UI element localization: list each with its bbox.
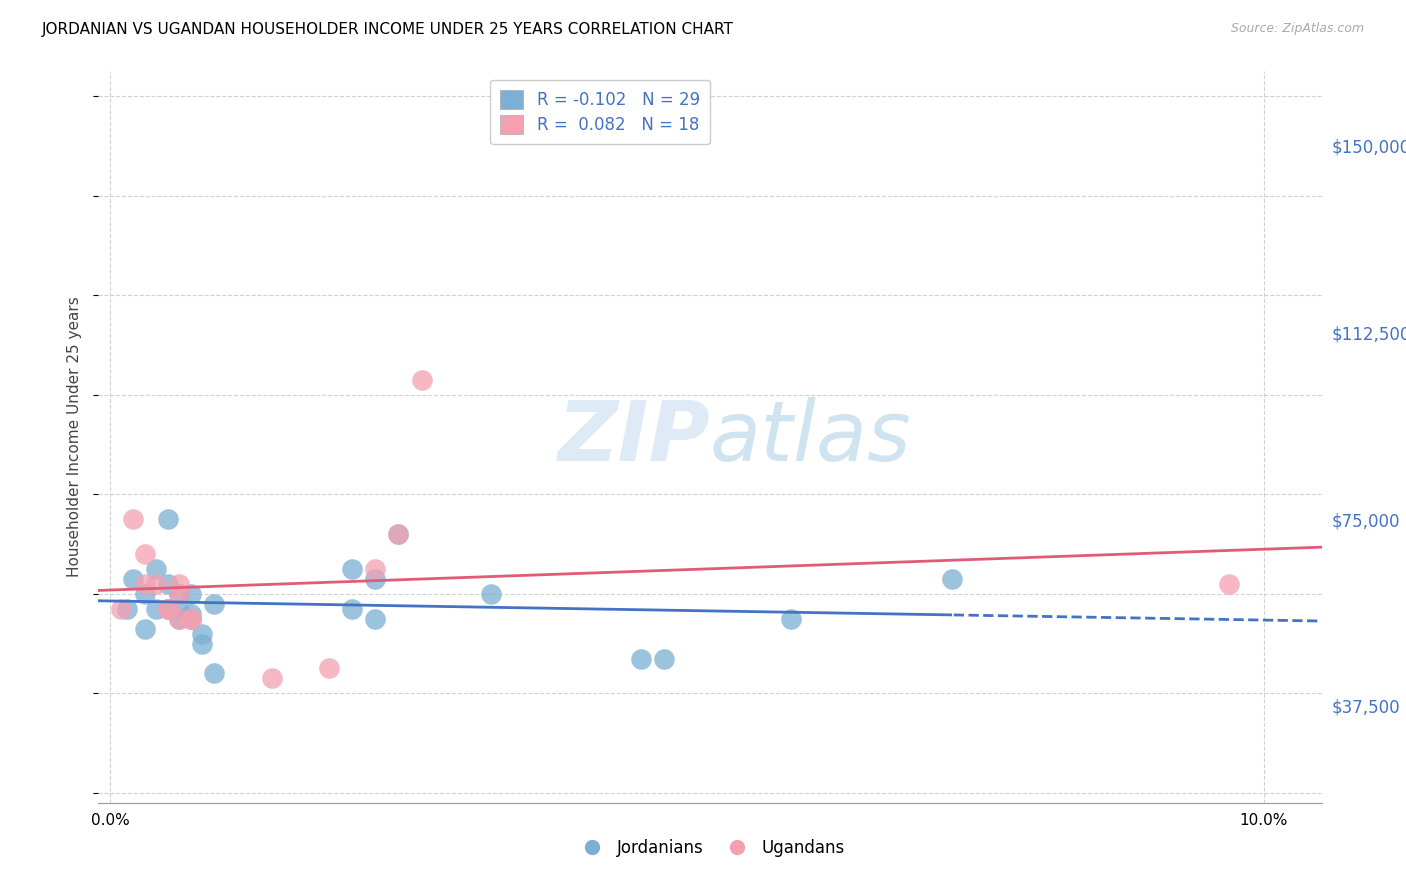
Point xyxy=(180,612,202,626)
Point xyxy=(342,562,364,576)
Point xyxy=(122,512,145,526)
Point xyxy=(134,577,156,591)
Text: atlas: atlas xyxy=(710,397,911,477)
Point xyxy=(156,512,179,526)
Legend: Jordanians, Ugandans: Jordanians, Ugandans xyxy=(568,832,852,864)
Point xyxy=(180,607,202,621)
Point xyxy=(134,622,156,636)
Point xyxy=(145,601,167,615)
Point xyxy=(167,587,190,601)
Point xyxy=(479,587,502,601)
Y-axis label: Householder Income Under 25 years: Householder Income Under 25 years xyxy=(67,297,83,577)
Point xyxy=(387,527,409,541)
Point xyxy=(180,587,202,601)
Point xyxy=(202,597,225,611)
Point xyxy=(652,651,675,665)
Point xyxy=(387,527,409,541)
Point xyxy=(134,587,156,601)
Point xyxy=(364,572,387,586)
Point xyxy=(110,601,132,615)
Point xyxy=(411,373,433,387)
Text: Source: ZipAtlas.com: Source: ZipAtlas.com xyxy=(1230,22,1364,36)
Point xyxy=(167,601,190,615)
Point xyxy=(364,612,387,626)
Point xyxy=(167,612,190,626)
Point xyxy=(630,651,652,665)
Point xyxy=(122,572,145,586)
Point xyxy=(167,577,190,591)
Point xyxy=(156,601,179,615)
Point xyxy=(145,562,167,576)
Point xyxy=(180,612,202,626)
Point xyxy=(145,577,167,591)
Point xyxy=(1218,577,1240,591)
Point xyxy=(134,547,156,561)
Point xyxy=(156,601,179,615)
Point xyxy=(202,666,225,681)
Point xyxy=(117,601,139,615)
Point xyxy=(191,636,214,650)
Point xyxy=(156,601,179,615)
Point xyxy=(180,612,202,626)
Point xyxy=(941,572,963,586)
Text: JORDANIAN VS UGANDAN HOUSEHOLDER INCOME UNDER 25 YEARS CORRELATION CHART: JORDANIAN VS UGANDAN HOUSEHOLDER INCOME … xyxy=(42,22,734,37)
Text: ZIP: ZIP xyxy=(557,397,710,477)
Point xyxy=(156,577,179,591)
Point xyxy=(260,672,283,686)
Point xyxy=(167,587,190,601)
Point xyxy=(318,661,340,675)
Point xyxy=(364,562,387,576)
Point xyxy=(191,626,214,640)
Point xyxy=(167,612,190,626)
Point xyxy=(342,601,364,615)
Point xyxy=(779,612,801,626)
